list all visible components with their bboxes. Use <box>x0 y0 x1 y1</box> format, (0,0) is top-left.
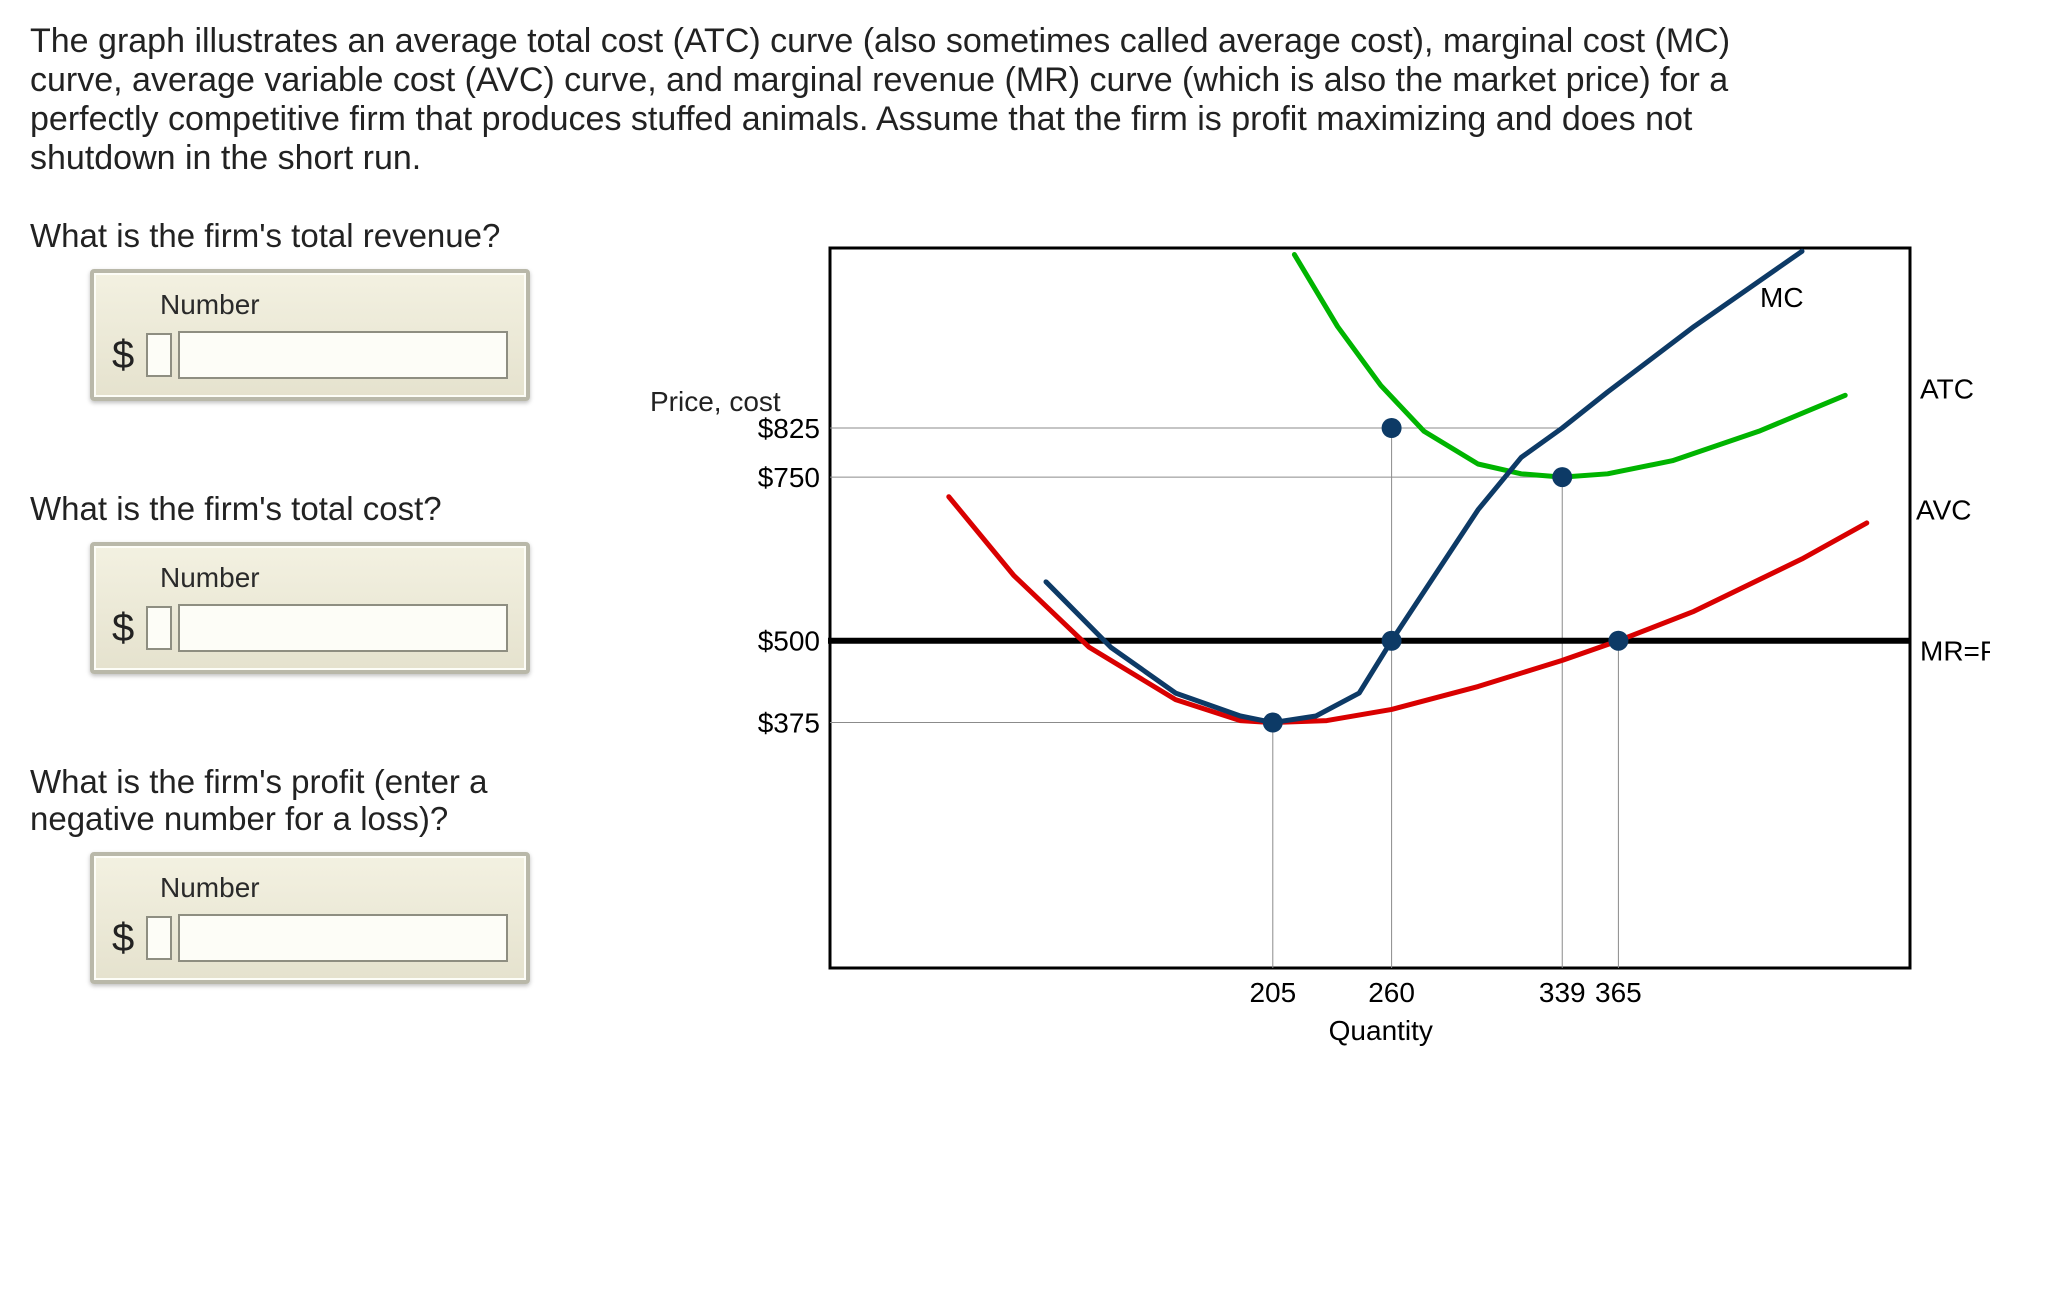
answer-2-input[interactable] <box>178 604 508 652</box>
answer-3-input[interactable] <box>178 914 508 962</box>
answer-3-label: Number <box>160 872 508 904</box>
question-2-prompt: What is the firm's total cost? <box>30 491 590 528</box>
answer-box-3: Number $ <box>90 852 530 984</box>
y-axis-label: Price, cost <box>650 386 781 418</box>
questions-column: What is the firm's total revenue? Number… <box>30 218 590 1078</box>
svg-text:205: 205 <box>1249 977 1296 1008</box>
answer-1-label: Number <box>160 289 508 321</box>
dollar-prefix-3: $ <box>112 916 140 961</box>
indicator-box-2 <box>146 606 172 650</box>
problem-description: The graph illustrates an average total c… <box>30 22 1830 178</box>
answer-box-2: Number $ <box>90 542 530 674</box>
svg-text:260: 260 <box>1368 977 1415 1008</box>
question-1-prompt: What is the firm's total revenue? <box>30 218 590 255</box>
dollar-prefix-2: $ <box>112 606 140 651</box>
svg-text:$375: $375 <box>758 708 820 739</box>
svg-text:MC: MC <box>1760 282 1804 313</box>
svg-text:Quantity: Quantity <box>1329 1015 1433 1046</box>
svg-text:339: 339 <box>1539 977 1586 1008</box>
svg-text:$750: $750 <box>758 462 820 493</box>
svg-text:$500: $500 <box>758 626 820 657</box>
answer-3-row: $ <box>112 914 508 962</box>
economics-chart: $825$750$500$375205260339365QuantityMCAT… <box>650 218 1990 1078</box>
answer-1-row: $ <box>112 331 508 379</box>
question-3-prompt: What is the firm's profit (enter a negat… <box>30 764 590 838</box>
svg-text:365: 365 <box>1595 977 1642 1008</box>
answer-2-row: $ <box>112 604 508 652</box>
dollar-prefix-1: $ <box>112 333 140 378</box>
chart-wrapper: Price, cost $825$750$500$375205260339365… <box>650 218 2016 1078</box>
indicator-box-3 <box>146 916 172 960</box>
chart-column: Price, cost $825$750$500$375205260339365… <box>650 218 2016 1078</box>
answer-1-input[interactable] <box>178 331 508 379</box>
svg-text:ATC: ATC <box>1920 374 1974 405</box>
answer-2-label: Number <box>160 562 508 594</box>
content-row: What is the firm's total revenue? Number… <box>30 218 2016 1078</box>
answer-box-1: Number $ <box>90 269 530 401</box>
svg-text:MR=P: MR=P <box>1920 636 1990 667</box>
svg-text:AVC: AVC <box>1916 495 1972 526</box>
indicator-box-1 <box>146 333 172 377</box>
